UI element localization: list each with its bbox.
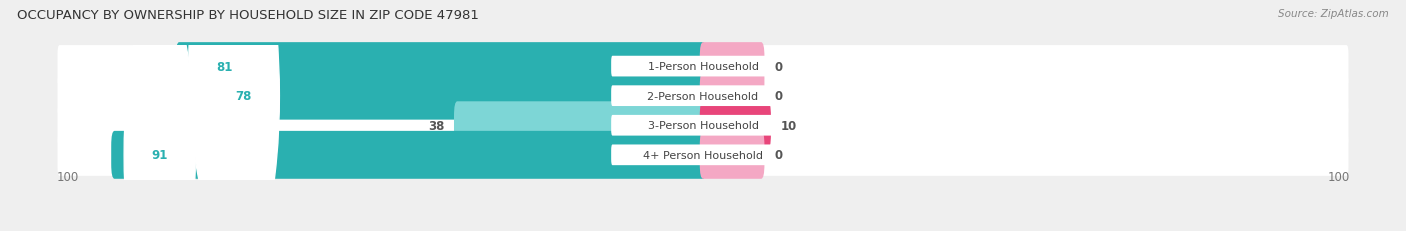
Circle shape — [124, 0, 195, 231]
Text: OCCUPANCY BY OWNERSHIP BY HOUSEHOLD SIZE IN ZIP CODE 47981: OCCUPANCY BY OWNERSHIP BY HOUSEHOLD SIZE… — [17, 9, 479, 22]
Legend: Owner-occupied, Renter-occupied: Owner-occupied, Renter-occupied — [578, 226, 828, 231]
Circle shape — [188, 0, 260, 229]
FancyBboxPatch shape — [58, 75, 1348, 117]
Text: 3-Person Household: 3-Person Household — [648, 121, 758, 131]
Text: 100: 100 — [1327, 170, 1350, 183]
FancyBboxPatch shape — [700, 43, 765, 91]
Text: 38: 38 — [427, 119, 444, 132]
FancyBboxPatch shape — [612, 116, 794, 136]
Text: Source: ZipAtlas.com: Source: ZipAtlas.com — [1278, 9, 1389, 19]
Circle shape — [208, 0, 280, 231]
FancyBboxPatch shape — [195, 72, 706, 120]
FancyBboxPatch shape — [612, 57, 794, 77]
Text: 0: 0 — [775, 149, 782, 162]
FancyBboxPatch shape — [176, 43, 706, 91]
FancyBboxPatch shape — [454, 102, 706, 149]
FancyBboxPatch shape — [58, 134, 1348, 176]
Text: 10: 10 — [780, 119, 797, 132]
Text: 1-Person Household: 1-Person Household — [648, 62, 758, 72]
FancyBboxPatch shape — [612, 145, 794, 165]
FancyBboxPatch shape — [612, 86, 794, 106]
Text: 78: 78 — [236, 90, 252, 103]
Text: 0: 0 — [775, 60, 782, 73]
FancyBboxPatch shape — [58, 46, 1348, 88]
FancyBboxPatch shape — [111, 131, 706, 179]
Text: 100: 100 — [56, 170, 79, 183]
Text: 91: 91 — [152, 149, 167, 162]
Text: 4+ Person Household: 4+ Person Household — [643, 150, 763, 160]
Text: 2-Person Household: 2-Person Household — [647, 91, 759, 101]
Text: 81: 81 — [217, 60, 232, 73]
FancyBboxPatch shape — [58, 105, 1348, 147]
Text: 0: 0 — [775, 90, 782, 103]
FancyBboxPatch shape — [700, 72, 765, 120]
FancyBboxPatch shape — [700, 131, 765, 179]
FancyBboxPatch shape — [700, 102, 770, 149]
